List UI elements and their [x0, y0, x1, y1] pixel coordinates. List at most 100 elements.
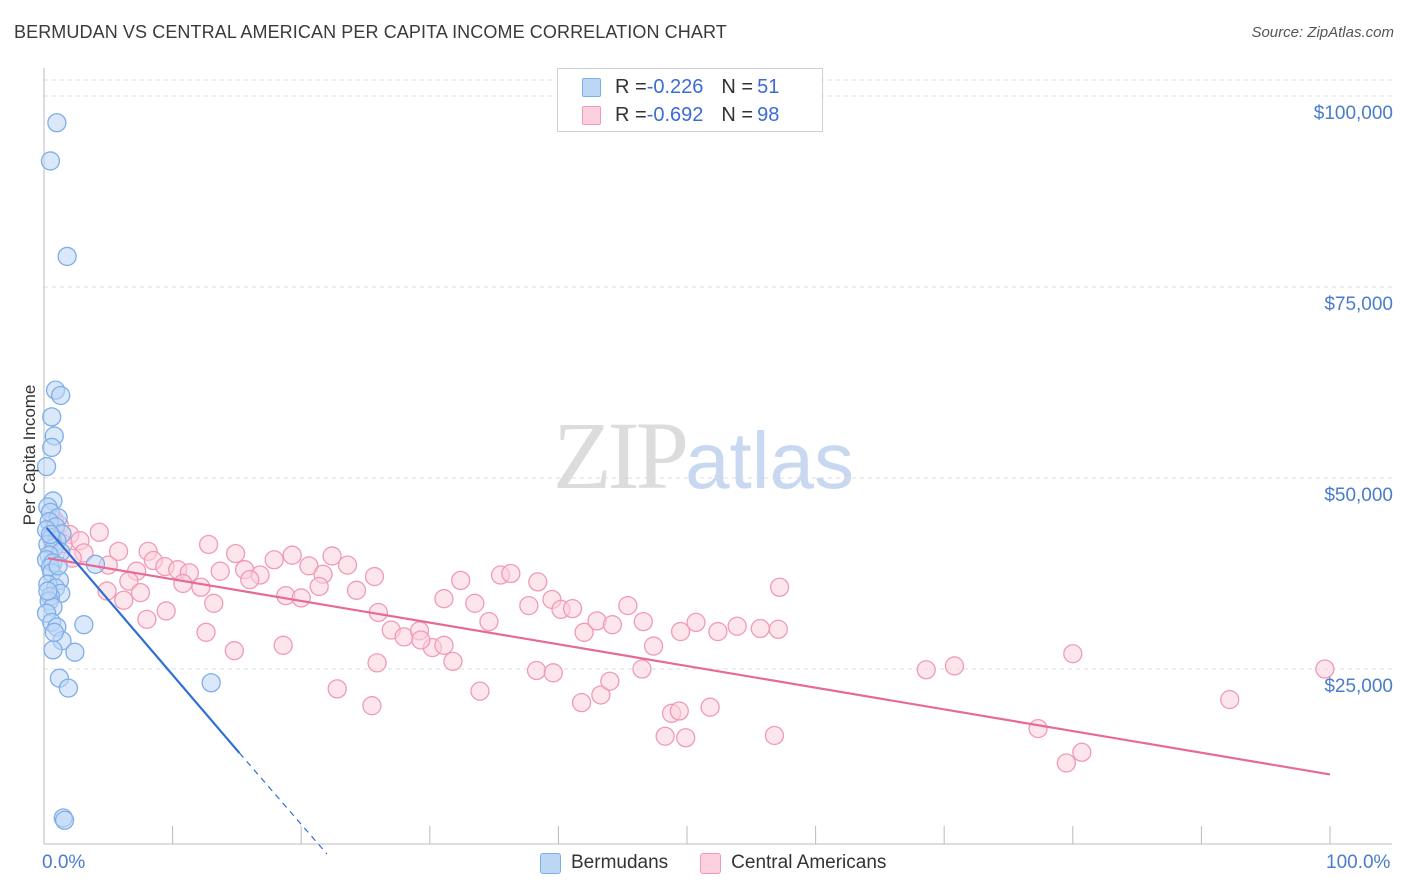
central-americans-point — [362, 696, 382, 716]
x-tick-label-max: 100.0% — [1326, 852, 1391, 873]
watermark-atlas: atlas — [685, 416, 854, 505]
legend-n-value: 51 — [757, 75, 780, 98]
legend-n-label: N = — [721, 103, 754, 126]
central-americans-point — [198, 534, 219, 555]
central-americans-point — [708, 621, 728, 642]
legend-r-label: R = — [615, 75, 647, 98]
central-americans-point — [156, 601, 176, 621]
central-americans-point — [367, 653, 387, 673]
bermudans-point — [42, 437, 62, 458]
central-americans-point — [562, 598, 583, 619]
central-americans-point — [299, 556, 319, 576]
central-americans-point — [210, 561, 230, 581]
central-americans-point — [451, 570, 471, 591]
central-americans-point — [1315, 659, 1335, 679]
central-americans-point — [602, 615, 623, 635]
bermudans-points — [36, 113, 221, 830]
central-americans-point — [196, 622, 216, 642]
bermudans-point — [51, 385, 71, 406]
trend-lines — [45, 526, 1331, 855]
legend-r-value: -0.692 — [646, 103, 704, 126]
central-americans-point — [643, 636, 664, 656]
central-americans-point — [130, 582, 151, 603]
legend-n-value: 98 — [757, 103, 780, 126]
central-americans-point — [327, 679, 347, 699]
central-americans-point — [443, 651, 463, 672]
central-americans-point — [434, 589, 454, 609]
central-americans-point — [591, 685, 611, 705]
bermudans-point — [36, 456, 57, 477]
central-americans-point — [574, 622, 594, 642]
central-americans-point — [479, 611, 499, 632]
central-americans-legend-label: Central Americans — [731, 852, 887, 873]
central-americans-point — [669, 701, 689, 721]
central-americans-point — [309, 576, 329, 597]
central-americans-point — [1063, 644, 1083, 664]
central-americans-point — [618, 595, 638, 616]
y-tick-label: $50,000 — [1324, 485, 1393, 506]
bermudans-point — [47, 113, 67, 133]
y-tick-label: $25,000 — [1324, 676, 1393, 697]
central-americans-point — [633, 611, 653, 632]
chart-source: Source: ZipAtlas.com — [1251, 24, 1394, 41]
y-axis-label: Per Capita Income — [20, 384, 39, 526]
central-americans-point — [465, 593, 485, 613]
central-americans-point — [225, 543, 246, 564]
legend-n-label: N = — [721, 75, 754, 98]
central-americans-point — [768, 619, 788, 639]
bermudans-legend-label: Bermudans — [571, 852, 669, 873]
central-americans-point — [1028, 718, 1048, 739]
chart-title: BERMUDAN VS CENTRAL AMERICAN PER CAPITA … — [14, 22, 727, 42]
bermudans-point — [201, 673, 221, 693]
central-americans-point — [944, 656, 965, 676]
legend-row-central-americans: R = -0.692 N = 98 — [558, 101, 779, 129]
central-americans-point — [224, 641, 244, 661]
y-tick-label: $75,000 — [1324, 294, 1393, 315]
central-americans-point — [528, 572, 548, 592]
central-americans-point — [89, 522, 109, 542]
central-americans-point — [655, 726, 675, 746]
watermark-zip: ZIP — [553, 402, 689, 509]
central-americans-point — [686, 612, 706, 633]
bermudans-point — [43, 640, 63, 660]
central-americans-point — [137, 609, 157, 629]
legend-r-value: -0.226 — [646, 75, 704, 98]
central-americans-point — [543, 663, 563, 683]
bermudans-point — [40, 151, 61, 171]
bermudans-point — [57, 246, 77, 267]
bermudans-swatch — [540, 852, 561, 874]
legend-r-label: R = — [615, 103, 647, 126]
central-americans-point — [240, 569, 260, 590]
bermudans-point — [65, 642, 85, 662]
bermudans-point — [42, 407, 62, 427]
central-americans-point — [1056, 753, 1077, 773]
central-americans-point — [571, 692, 592, 713]
central-americans-point — [273, 635, 293, 655]
central-americans-point — [700, 697, 720, 717]
central-americans-point — [526, 660, 547, 681]
central-americans-point — [337, 555, 358, 575]
y-tick-label: $100,000 — [1313, 103, 1393, 124]
central-americans-point — [470, 681, 490, 701]
central-americans-point — [764, 725, 785, 746]
central-americans-point — [411, 630, 431, 650]
central-americans-trend-line — [47, 557, 1331, 776]
central-americans-point — [322, 546, 342, 566]
central-americans-point — [769, 577, 790, 597]
central-americans-point — [632, 659, 652, 679]
central-americans-point — [291, 588, 311, 608]
central-americans-point — [282, 545, 302, 565]
central-americans-point — [364, 566, 385, 587]
central-americans-point — [750, 618, 770, 639]
central-americans-point — [114, 590, 134, 610]
central-americans-point — [204, 593, 224, 613]
central-americans-point — [264, 550, 284, 570]
central-americans-point — [670, 621, 691, 642]
bermudans-point — [54, 810, 75, 830]
central-americans-point — [1220, 689, 1240, 710]
central-americans-point — [727, 616, 747, 636]
correlation-legend: R = -0.226 N = 51 R = -0.692 N = 98 — [557, 68, 823, 132]
bermudans-trend-line — [45, 526, 241, 754]
x-tick-label-min: 0.0% — [42, 852, 86, 873]
